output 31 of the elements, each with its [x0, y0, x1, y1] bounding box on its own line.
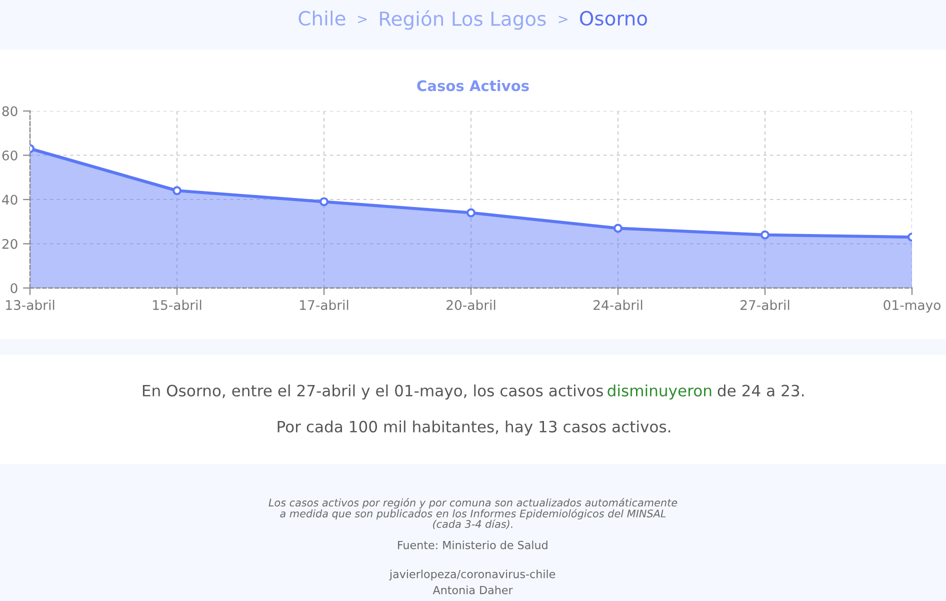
- text: Región Los Lagos: [380, 10, 546, 30]
- text: Por cada 100 mil habitantes, hay 13 casos activos.: [278, 420, 670, 436]
- point: [613, 224, 623, 233]
- y-tick-label: 60: [2, 150, 18, 160]
- source-note: Fuente: Ministerio de Salud: [398, 540, 548, 550]
- text: >: [358, 16, 367, 24]
- x-tick-label: 13-abril: [6, 300, 54, 310]
- chart-title: Casos Activos: [417, 80, 529, 92]
- point: [760, 230, 770, 240]
- x-tick-label: 27-abril: [740, 300, 790, 310]
- text: de 24 a 23.: [718, 384, 804, 397]
- text: Osorno: [580, 10, 648, 26]
- x-tick-label: 20-abril: [446, 300, 496, 310]
- point: [466, 208, 476, 218]
- point: [319, 197, 329, 206]
- y-tick-label: 80: [2, 106, 18, 116]
- text: disminuyeron: [608, 384, 712, 400]
- x-tick-label: 01-mayo: [884, 300, 940, 313]
- text: javierlopeza/coronavirus-chile: [389, 570, 556, 580]
- x-tick-label: 17-abril: [300, 300, 348, 310]
- y-tick-label: 0: [10, 283, 18, 294]
- text: Antonia Daher: [432, 586, 513, 594]
- y-tick-label: 20: [2, 238, 18, 249]
- text: Chile: [298, 10, 346, 26]
- text: >: [558, 16, 568, 24]
- y-tick-label: 40: [2, 194, 18, 205]
- text: En Osorno, entre el 27-abril y el 01-mayo, los casos activos: [142, 384, 603, 400]
- x-tick-label: 24-abril: [594, 300, 642, 310]
- x-tick-label: 15-abril: [153, 300, 202, 310]
- text: Los casos activos por región y por comuna son actualizados automáticamente a medida que son publicados en los Informes Epidemiológicos del MINSAL (cada 3-4 días).: [268, 498, 678, 530]
- point: [172, 186, 182, 196]
